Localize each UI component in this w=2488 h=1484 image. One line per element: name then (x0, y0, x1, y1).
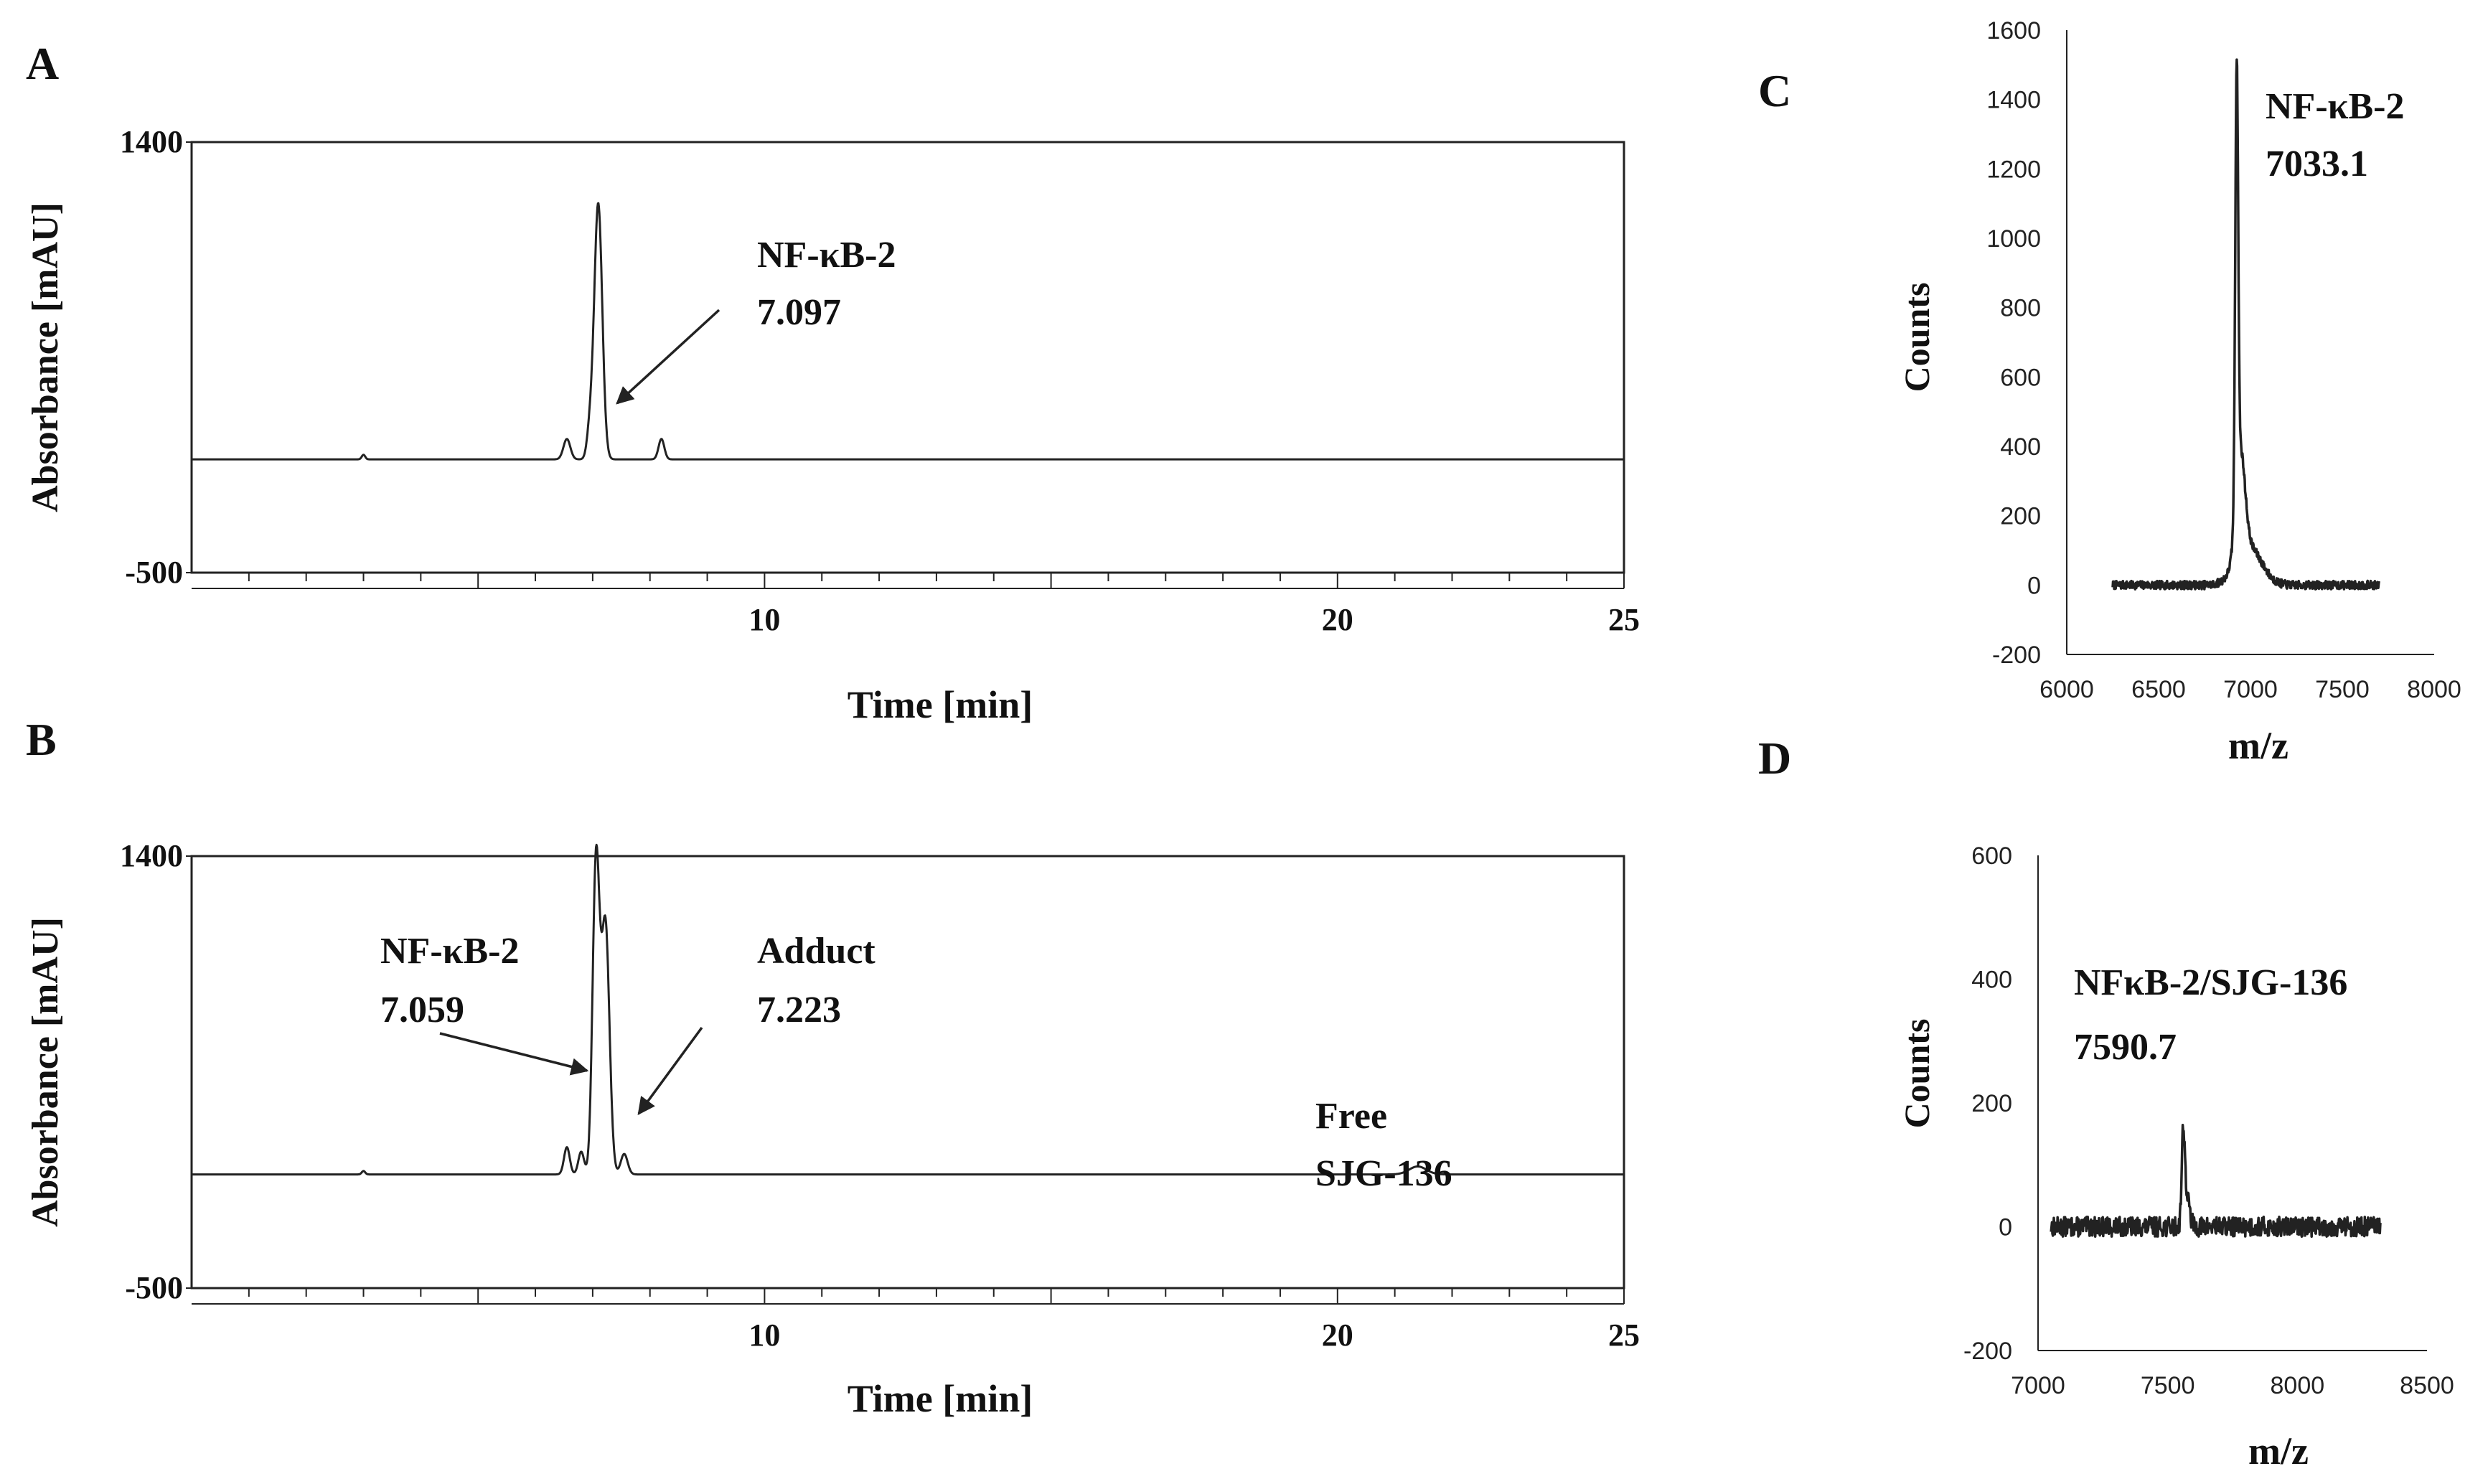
panel-label: C (1758, 65, 1791, 116)
x-tick-label: 7500 (2315, 676, 2370, 703)
y-tick-label: 1200 (1986, 156, 2041, 183)
x-tick-label: 20 (1322, 602, 1353, 637)
y-tick-label: -500 (125, 555, 183, 590)
annotation-label: NFκB-2/SJG-136 (2074, 962, 2347, 1003)
annotation-label: 7.059 (380, 990, 464, 1030)
chart-panel-d: D 7000 7500 8000 8500 -200 0 200 400 600 m/z Counts… (1758, 733, 2454, 1473)
x-axis-label: m/z (2248, 1429, 2309, 1473)
chart-panel-c: C 6000 6500 7000 7500 8000 -200 0 200 400 600 800 10… (1758, 17, 2461, 767)
y-axis-label: Counts (1897, 283, 1937, 393)
annotation-label: 7.223 (757, 990, 841, 1030)
annotation-label: Adduct (757, 931, 876, 972)
chart-panel-a: A 10 20 25 -500 1400 Time [min] Absorbance [mAU… (25, 38, 1640, 726)
x-tick-label: 10 (748, 1318, 780, 1353)
x-tick-label: 8500 (2400, 1372, 2454, 1399)
x-tick-label: 7000 (2223, 676, 2278, 703)
x-axis-label: m/z (2228, 724, 2289, 767)
y-tick-label: 1400 (120, 838, 183, 873)
annotation-arrow (637, 1026, 703, 1115)
y-tick-label: -200 (1963, 1338, 2012, 1365)
x-tick-label: 10 (748, 602, 780, 637)
series-line (191, 202, 1625, 461)
x-axis-label: Time [min] (848, 1377, 1033, 1420)
y-axis-label: Absorbance [mAU] (25, 202, 66, 512)
x-tick-label: 6500 (2131, 676, 2186, 703)
y-tick-label: 200 (2000, 503, 2041, 530)
x-axis-label: Time [min] (848, 683, 1033, 726)
chart-panel-b: B 10 20 25 -500 1400 Time [min] Absorbance [mAU… (25, 714, 1640, 1420)
y-tick-label: 400 (1971, 967, 2012, 994)
y-tick-label: 800 (2000, 295, 2041, 322)
panel-label: A (26, 38, 59, 89)
y-tick-label: 1400 (120, 124, 183, 159)
plot-frame (190, 141, 1625, 574)
y-tick-label: 600 (2000, 364, 2041, 391)
annotation-label: NF-κB-2 (2266, 86, 2405, 127)
y-tick-label: 1600 (1986, 17, 2041, 44)
x-tick-label: 6000 (2039, 676, 2094, 703)
y-tick-label: 0 (1999, 1214, 2012, 1241)
annotation-label: SJG-136 (1315, 1153, 1452, 1194)
x-tick-label: 7000 (2011, 1372, 2065, 1399)
annotation-label: 7.097 (757, 292, 841, 333)
series-line (2050, 1123, 2382, 1238)
y-tick-label: 1400 (1986, 87, 2041, 114)
x-tick-label: 8000 (2407, 676, 2461, 703)
y-tick-label: 600 (1971, 842, 2012, 870)
annotation-label: 7590.7 (2074, 1027, 2177, 1068)
y-tick-label: 0 (2027, 572, 2041, 599)
y-tick-label: 400 (2000, 433, 2041, 461)
panel-label: B (26, 714, 57, 765)
y-tick-label: 200 (1971, 1090, 2012, 1117)
x-tick-label: 25 (1608, 602, 1640, 637)
y-tick-label: -500 (125, 1270, 183, 1305)
annotation-label: Free (1315, 1096, 1387, 1137)
y-axis-label: Counts (1897, 1019, 1937, 1129)
y-tick-label: -200 (1992, 642, 2041, 669)
y-tick-label: 1000 (1986, 225, 2041, 253)
annotation-arrow (439, 1032, 589, 1076)
plot-frame (190, 855, 1625, 1290)
y-axis-label: Absorbance [mAU] (25, 917, 66, 1227)
panel-label: D (1758, 733, 1791, 784)
x-tick-label: 8000 (2271, 1372, 2325, 1399)
series-line (2111, 58, 2380, 591)
x-tick-label: 25 (1608, 1318, 1640, 1353)
annotation-label: NF-κB-2 (380, 931, 520, 972)
annotation-label: 7033.1 (2266, 144, 2368, 184)
annotation-arrow (616, 309, 720, 405)
series-line (191, 843, 1625, 1176)
x-tick-label: 20 (1322, 1318, 1353, 1353)
annotation-label: NF-κB-2 (757, 235, 896, 276)
x-tick-label: 7500 (2141, 1372, 2195, 1399)
